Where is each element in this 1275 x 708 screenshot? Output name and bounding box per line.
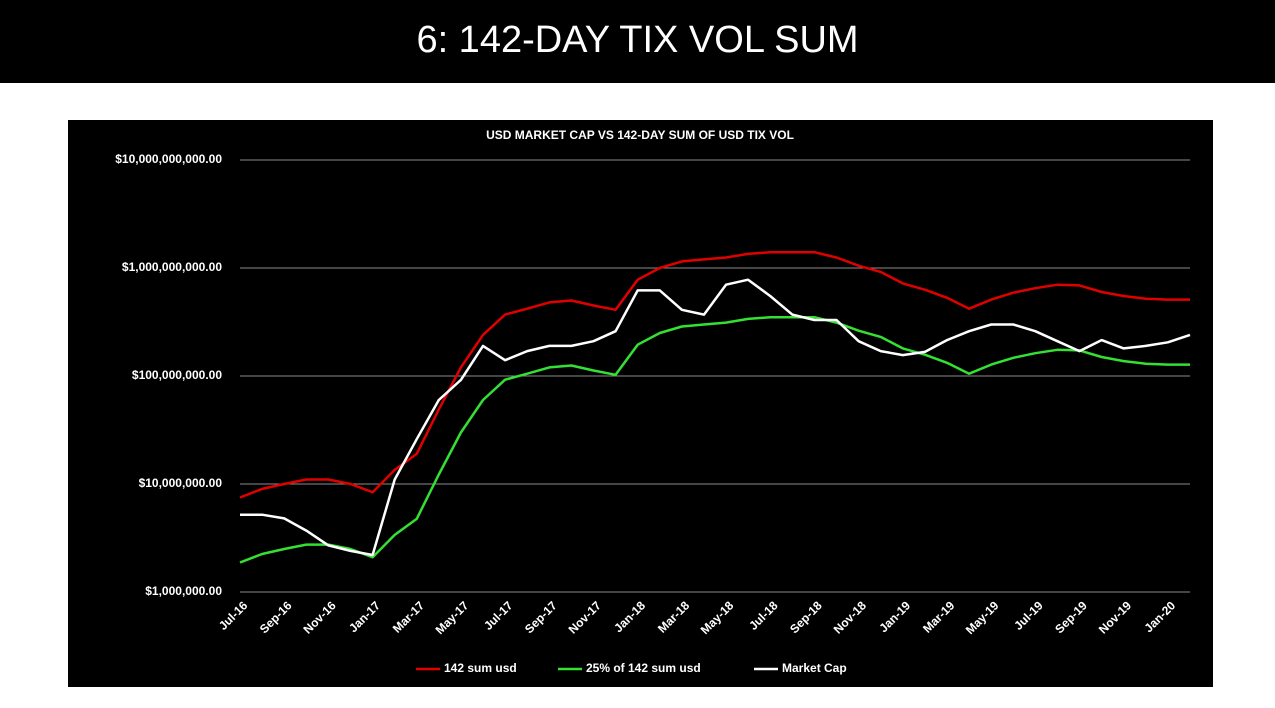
series-line	[239, 250, 1190, 499]
y-tick-label: $10,000,000.00	[139, 476, 223, 490]
y-tick-label: $10,000,000,000.00	[115, 152, 222, 166]
y-tick-label: $100,000,000.00	[132, 368, 222, 382]
slide-title: 6: 142-DAY TIX VOL SUM	[0, 0, 1275, 83]
chart-title: USD MARKET CAP VS 142-DAY SUM OF USD TIX…	[486, 128, 794, 142]
legend-label: Market Cap	[782, 661, 847, 675]
chart: USD MARKET CAP VS 142-DAY SUM OF USD TIX…	[68, 120, 1213, 687]
series-line	[240, 278, 1191, 557]
series-line	[239, 315, 1190, 564]
legend-label: 142 sum usd	[444, 661, 517, 675]
y-tick-label: $1,000,000.00	[145, 584, 222, 598]
legend-label: 25% of 142 sum usd	[586, 661, 701, 675]
y-tick-label: $1,000,000,000.00	[122, 260, 222, 274]
